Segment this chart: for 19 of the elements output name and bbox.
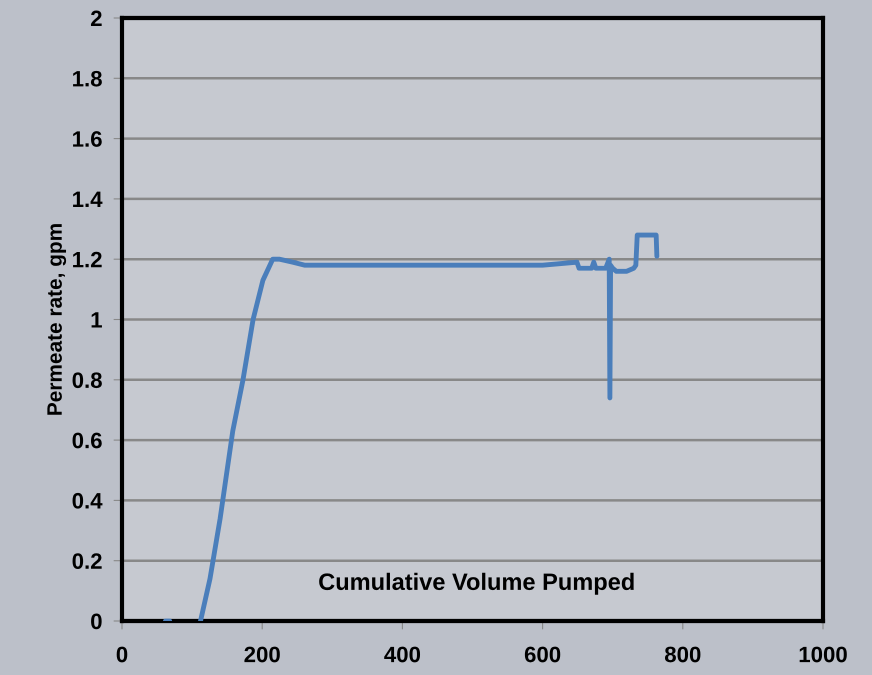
y-tick-label: 2: [90, 10, 102, 26]
x-tick-label: 1000: [800, 646, 847, 662]
x-tick-label: 200: [244, 646, 280, 662]
y-tick-label: 0.4: [72, 492, 102, 509]
y-axis-title: Permeate rate, gpm: [47, 224, 66, 415]
y-tick-label: 0.8: [72, 372, 102, 388]
y-tick-label: 0.2: [72, 553, 102, 569]
x-axis-title: Cumulative Volume Pumped: [319, 572, 634, 595]
y-tick-label: 0: [91, 614, 102, 630]
x-tick-label: 0: [116, 646, 128, 662]
y-tick-label: 0.6: [72, 432, 102, 448]
x-tick-label: 400: [384, 646, 420, 662]
y-tick-label: 1.4: [73, 192, 102, 207]
y-tick-label: 1: [92, 312, 102, 328]
y-tick-label: 1.2: [73, 252, 102, 268]
y-tick-label: 1.6: [73, 131, 102, 147]
x-tick-label: 600: [524, 646, 560, 662]
y-tick-label: 1.8: [73, 70, 102, 87]
x-tick-label: 800: [664, 646, 700, 662]
